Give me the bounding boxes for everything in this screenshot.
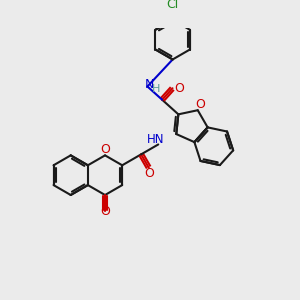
- Text: N: N: [145, 78, 154, 91]
- Text: O: O: [100, 205, 110, 218]
- Text: O: O: [144, 167, 154, 180]
- Text: O: O: [100, 142, 110, 156]
- Text: O: O: [174, 82, 184, 95]
- Text: O: O: [195, 98, 205, 111]
- Text: H: H: [152, 84, 160, 94]
- Text: Cl: Cl: [167, 0, 179, 11]
- Text: HN: HN: [147, 134, 164, 146]
